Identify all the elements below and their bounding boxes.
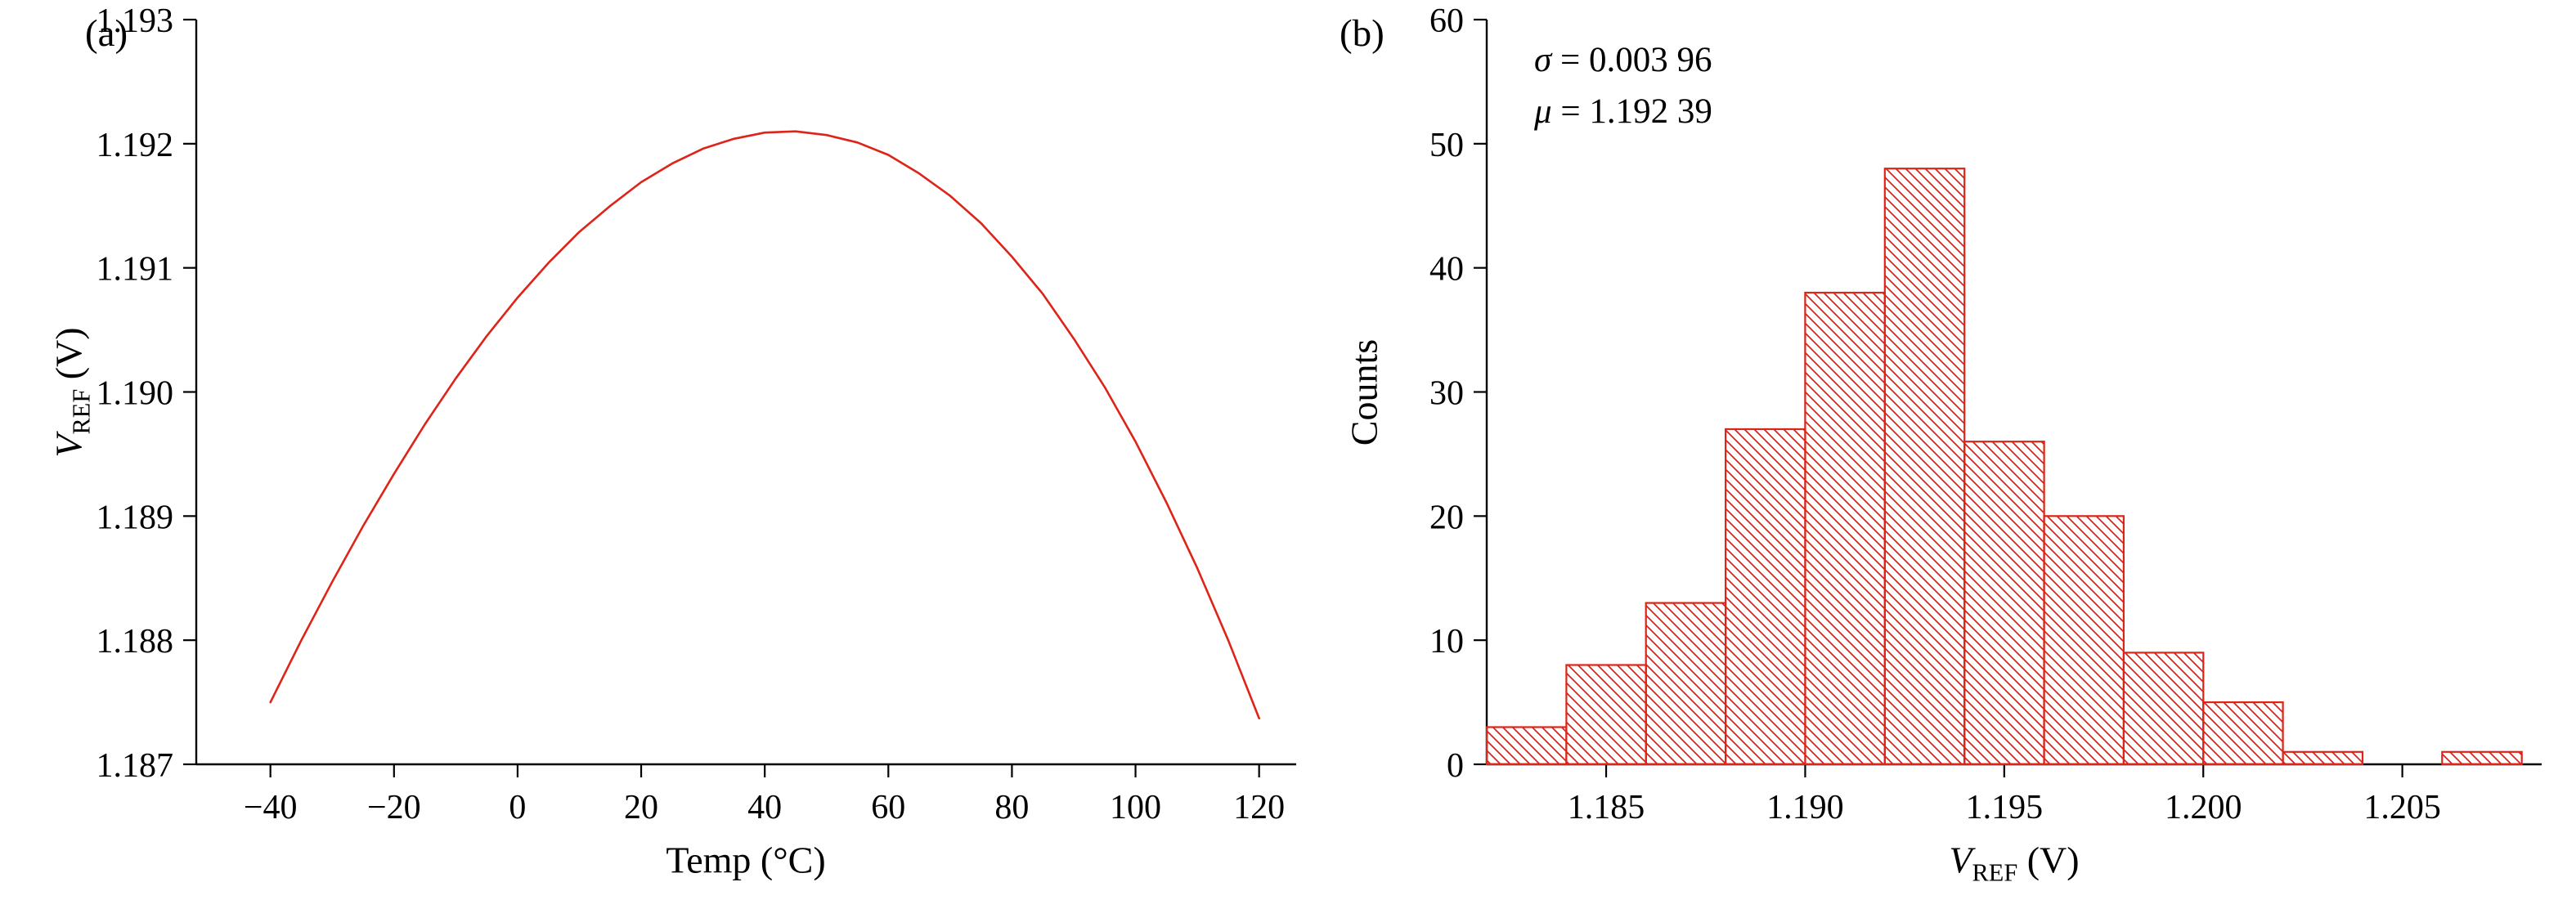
- x-tick-label: 1.195: [1966, 789, 2044, 826]
- histogram-bar: [2441, 750, 2523, 766]
- histogram-bar: [1725, 428, 1806, 766]
- y-tick-label: 30: [1429, 375, 1464, 413]
- vref-unit: (V): [47, 327, 90, 389]
- y-tick-label: 10: [1429, 623, 1464, 660]
- x-tick-label: 1.200: [2165, 789, 2242, 826]
- x-tick-label: 20: [624, 789, 658, 826]
- y-tick-label: 1.187: [96, 747, 174, 785]
- panel-label-a: (a): [85, 12, 128, 55]
- histogram-bar: [2282, 750, 2364, 766]
- vref-var: V: [1949, 839, 1972, 881]
- histogram-bar: [1565, 664, 1647, 766]
- vref-temp-curve: [269, 130, 1260, 720]
- y-tick-label: 60: [1429, 2, 1464, 40]
- y-axis-label-vref: VREF (V): [47, 327, 96, 458]
- x-tick-label: 40: [747, 789, 782, 826]
- y-tick-label: 50: [1429, 127, 1464, 164]
- vref-sub: REF: [1972, 858, 2018, 887]
- x-tick-label: 1.190: [1766, 789, 1844, 826]
- x-axis-label-vref: VREF (V): [1949, 839, 2080, 885]
- histogram-bar: [2043, 515, 2125, 766]
- x-tick-label: 80: [994, 789, 1029, 826]
- vref-sub: REF: [67, 388, 96, 435]
- y-tick-label: 1.191: [96, 251, 174, 289]
- x-tick-label: 60: [871, 789, 905, 826]
- y-tick-label: 1.193: [96, 2, 174, 40]
- y-tick-label: 40: [1429, 251, 1464, 289]
- vref-unit: (V): [2017, 839, 2080, 881]
- y-tick-label: 20: [1429, 499, 1464, 536]
- x-tick-label: 120: [1233, 789, 1285, 826]
- x-tick-label: 1.205: [2363, 789, 2441, 826]
- histogram-bar: [1485, 726, 1568, 766]
- mu-annotation: μ = 1.192 39: [1534, 92, 1712, 131]
- histogram-bar: [2122, 652, 2205, 766]
- y-tick-label: 0: [1447, 747, 1464, 785]
- vref-var: V: [47, 434, 90, 458]
- x-tick-label: 0: [509, 789, 526, 826]
- y-tick-label: 1.189: [96, 499, 174, 536]
- sigma-annotation: σ = 0.003 96: [1534, 41, 1712, 79]
- histogram-bar: [1883, 168, 1966, 766]
- histogram-bar: [2202, 701, 2284, 766]
- histogram-bar: [1804, 291, 1886, 766]
- y-axis-label-counts: Counts: [1343, 338, 1385, 446]
- x-tick-label: −20: [367, 789, 421, 826]
- histogram-bar: [1645, 602, 1727, 766]
- x-tick-label: 100: [1110, 789, 1161, 826]
- x-tick-label: 1.185: [1568, 789, 1645, 826]
- x-tick-label: −40: [244, 789, 298, 826]
- panel-label-b: (b): [1340, 12, 1384, 55]
- stats-annotation: σ = 0.003 96 μ = 1.192 39: [1534, 34, 1712, 137]
- y-tick-label: 1.190: [96, 375, 174, 413]
- histogram-bar: [1963, 441, 2045, 766]
- y-tick-label: 1.192: [96, 127, 174, 164]
- x-axis-label-temp: Temp (°C): [666, 839, 826, 881]
- y-tick-label: 1.188: [96, 623, 174, 660]
